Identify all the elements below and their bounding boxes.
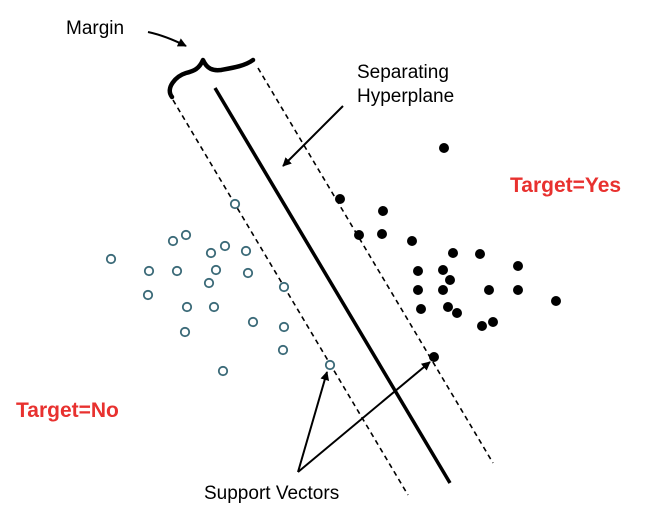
class-yes-point xyxy=(378,206,388,216)
class-no-point xyxy=(278,321,290,333)
class-no-point xyxy=(181,301,193,313)
class-no-point xyxy=(217,365,229,377)
margin-boundary-right xyxy=(257,67,494,464)
class-no-point xyxy=(143,265,155,277)
class-yes-point xyxy=(484,285,494,295)
margin-arrow xyxy=(147,31,187,47)
class-yes-point xyxy=(335,194,345,204)
separating-hyperplane-label-line2: Hyperplane xyxy=(357,86,454,107)
class-yes-point xyxy=(488,317,498,327)
class-yes-point xyxy=(439,143,449,153)
support-vector-arrow-right xyxy=(297,361,431,473)
class-yes-point xyxy=(445,275,455,285)
class-yes-point xyxy=(513,261,523,271)
class-no-point xyxy=(205,247,217,259)
margin-label: Margin xyxy=(66,18,124,39)
margin-boundary-left xyxy=(172,99,409,496)
class-no-point xyxy=(277,344,289,356)
hyperplane-arrow xyxy=(282,105,344,167)
target-no-label: Target=No xyxy=(16,399,119,422)
class-no-point xyxy=(242,267,254,279)
class-yes-point xyxy=(443,302,453,312)
class-no-point xyxy=(229,198,241,210)
class-yes-point xyxy=(551,296,561,306)
class-no-point xyxy=(179,326,191,338)
class-no-point xyxy=(167,235,179,247)
margin-brace xyxy=(167,57,256,100)
class-yes-point xyxy=(377,229,387,239)
class-yes-point xyxy=(452,308,462,318)
class-no-point xyxy=(203,277,215,289)
class-yes-point xyxy=(513,285,523,295)
class-yes-point xyxy=(475,249,485,259)
class-no-point xyxy=(142,289,154,301)
class-yes-point xyxy=(416,304,426,314)
class-yes-point xyxy=(477,321,487,331)
class-no-point xyxy=(324,359,336,371)
support-vector-arrow-left xyxy=(297,371,330,473)
target-yes-label: Target=Yes xyxy=(510,174,621,197)
class-no-point xyxy=(240,245,252,257)
class-no-point xyxy=(278,281,290,293)
separating-hyperplane-label-line1: Separating xyxy=(357,62,449,83)
class-no-points xyxy=(105,198,336,377)
class-yes-point xyxy=(413,266,423,276)
class-yes-point xyxy=(448,248,458,258)
class-yes-points xyxy=(335,143,561,362)
class-yes-point xyxy=(438,285,448,295)
separating-hyperplane-line xyxy=(213,87,452,484)
class-no-point xyxy=(210,264,222,276)
class-yes-point xyxy=(407,236,417,246)
class-yes-point xyxy=(354,230,364,240)
class-no-point xyxy=(219,240,231,252)
support-vectors-label: Support Vectors xyxy=(204,483,339,504)
class-no-point xyxy=(208,301,220,313)
class-no-point xyxy=(171,265,183,277)
class-no-point xyxy=(105,253,117,265)
class-yes-point xyxy=(438,265,448,275)
class-yes-point xyxy=(429,352,439,362)
class-no-point xyxy=(180,229,192,241)
class-no-point xyxy=(247,316,259,328)
class-yes-point xyxy=(413,285,423,295)
